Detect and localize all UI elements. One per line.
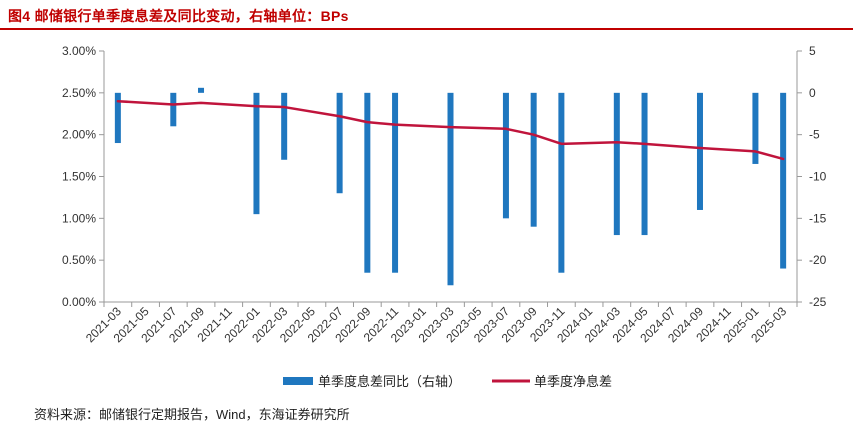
- legend-bar-label: 单季度息差同比（右轴）: [318, 374, 461, 389]
- bar: [641, 92, 648, 236]
- left-tick-label: 1.50%: [62, 170, 96, 184]
- bar: [198, 87, 205, 93]
- left-tick-label: 0.00%: [62, 295, 96, 309]
- title-rule: [0, 28, 853, 30]
- left-tick-label: 2.50%: [62, 86, 96, 100]
- legend-bar-swatch: [283, 377, 313, 385]
- left-tick-label: 0.50%: [62, 253, 96, 267]
- right-tick-label: -25: [809, 295, 827, 309]
- bar: [170, 92, 177, 127]
- right-axis-ticks: -25 -20 -15 -10 -5 0 5: [797, 44, 827, 309]
- chart-legend: 单季度息差同比（右轴） 单季度净息差: [283, 374, 612, 389]
- x-axis-ticks: 2021-032021-052021-072021-092021-112022-…: [83, 302, 798, 345]
- bar: [558, 92, 565, 273]
- left-tick-label: 1.00%: [62, 211, 96, 225]
- line-series: [116, 99, 785, 161]
- bar: [502, 92, 509, 219]
- bar: [696, 92, 703, 210]
- right-tick-label: -10: [809, 170, 827, 184]
- bar: [613, 92, 620, 236]
- right-tick-label: -5: [809, 128, 820, 142]
- right-tick-label: -20: [809, 253, 827, 267]
- bar: [114, 92, 121, 144]
- left-axis-ticks: 0.00% 0.50% 1.00% 1.50% 2.00% 2.50% 3.00%: [62, 44, 104, 309]
- right-tick-label: 0: [809, 86, 816, 100]
- legend-line-label: 单季度净息差: [534, 374, 612, 389]
- right-tick-label: -15: [809, 211, 827, 225]
- line-path: [116, 99, 785, 161]
- bar-series: [114, 87, 787, 286]
- source-note: 资料来源：邮储银行定期报告，Wind，东海证券研究所: [34, 407, 350, 422]
- right-tick-label: 5: [809, 44, 816, 58]
- bar: [780, 92, 787, 269]
- left-tick-label: 2.00%: [62, 128, 96, 142]
- bar: [752, 92, 759, 164]
- bar: [447, 92, 454, 286]
- chart-title: 图4 邮储银行单季度息差及同比变动，右轴单位：BPs: [8, 8, 349, 24]
- bar: [253, 92, 260, 215]
- bar: [364, 92, 371, 273]
- bar: [530, 92, 537, 227]
- bar: [336, 92, 343, 194]
- bar: [281, 92, 288, 160]
- bar: [392, 92, 399, 273]
- left-tick-label: 3.00%: [62, 44, 96, 58]
